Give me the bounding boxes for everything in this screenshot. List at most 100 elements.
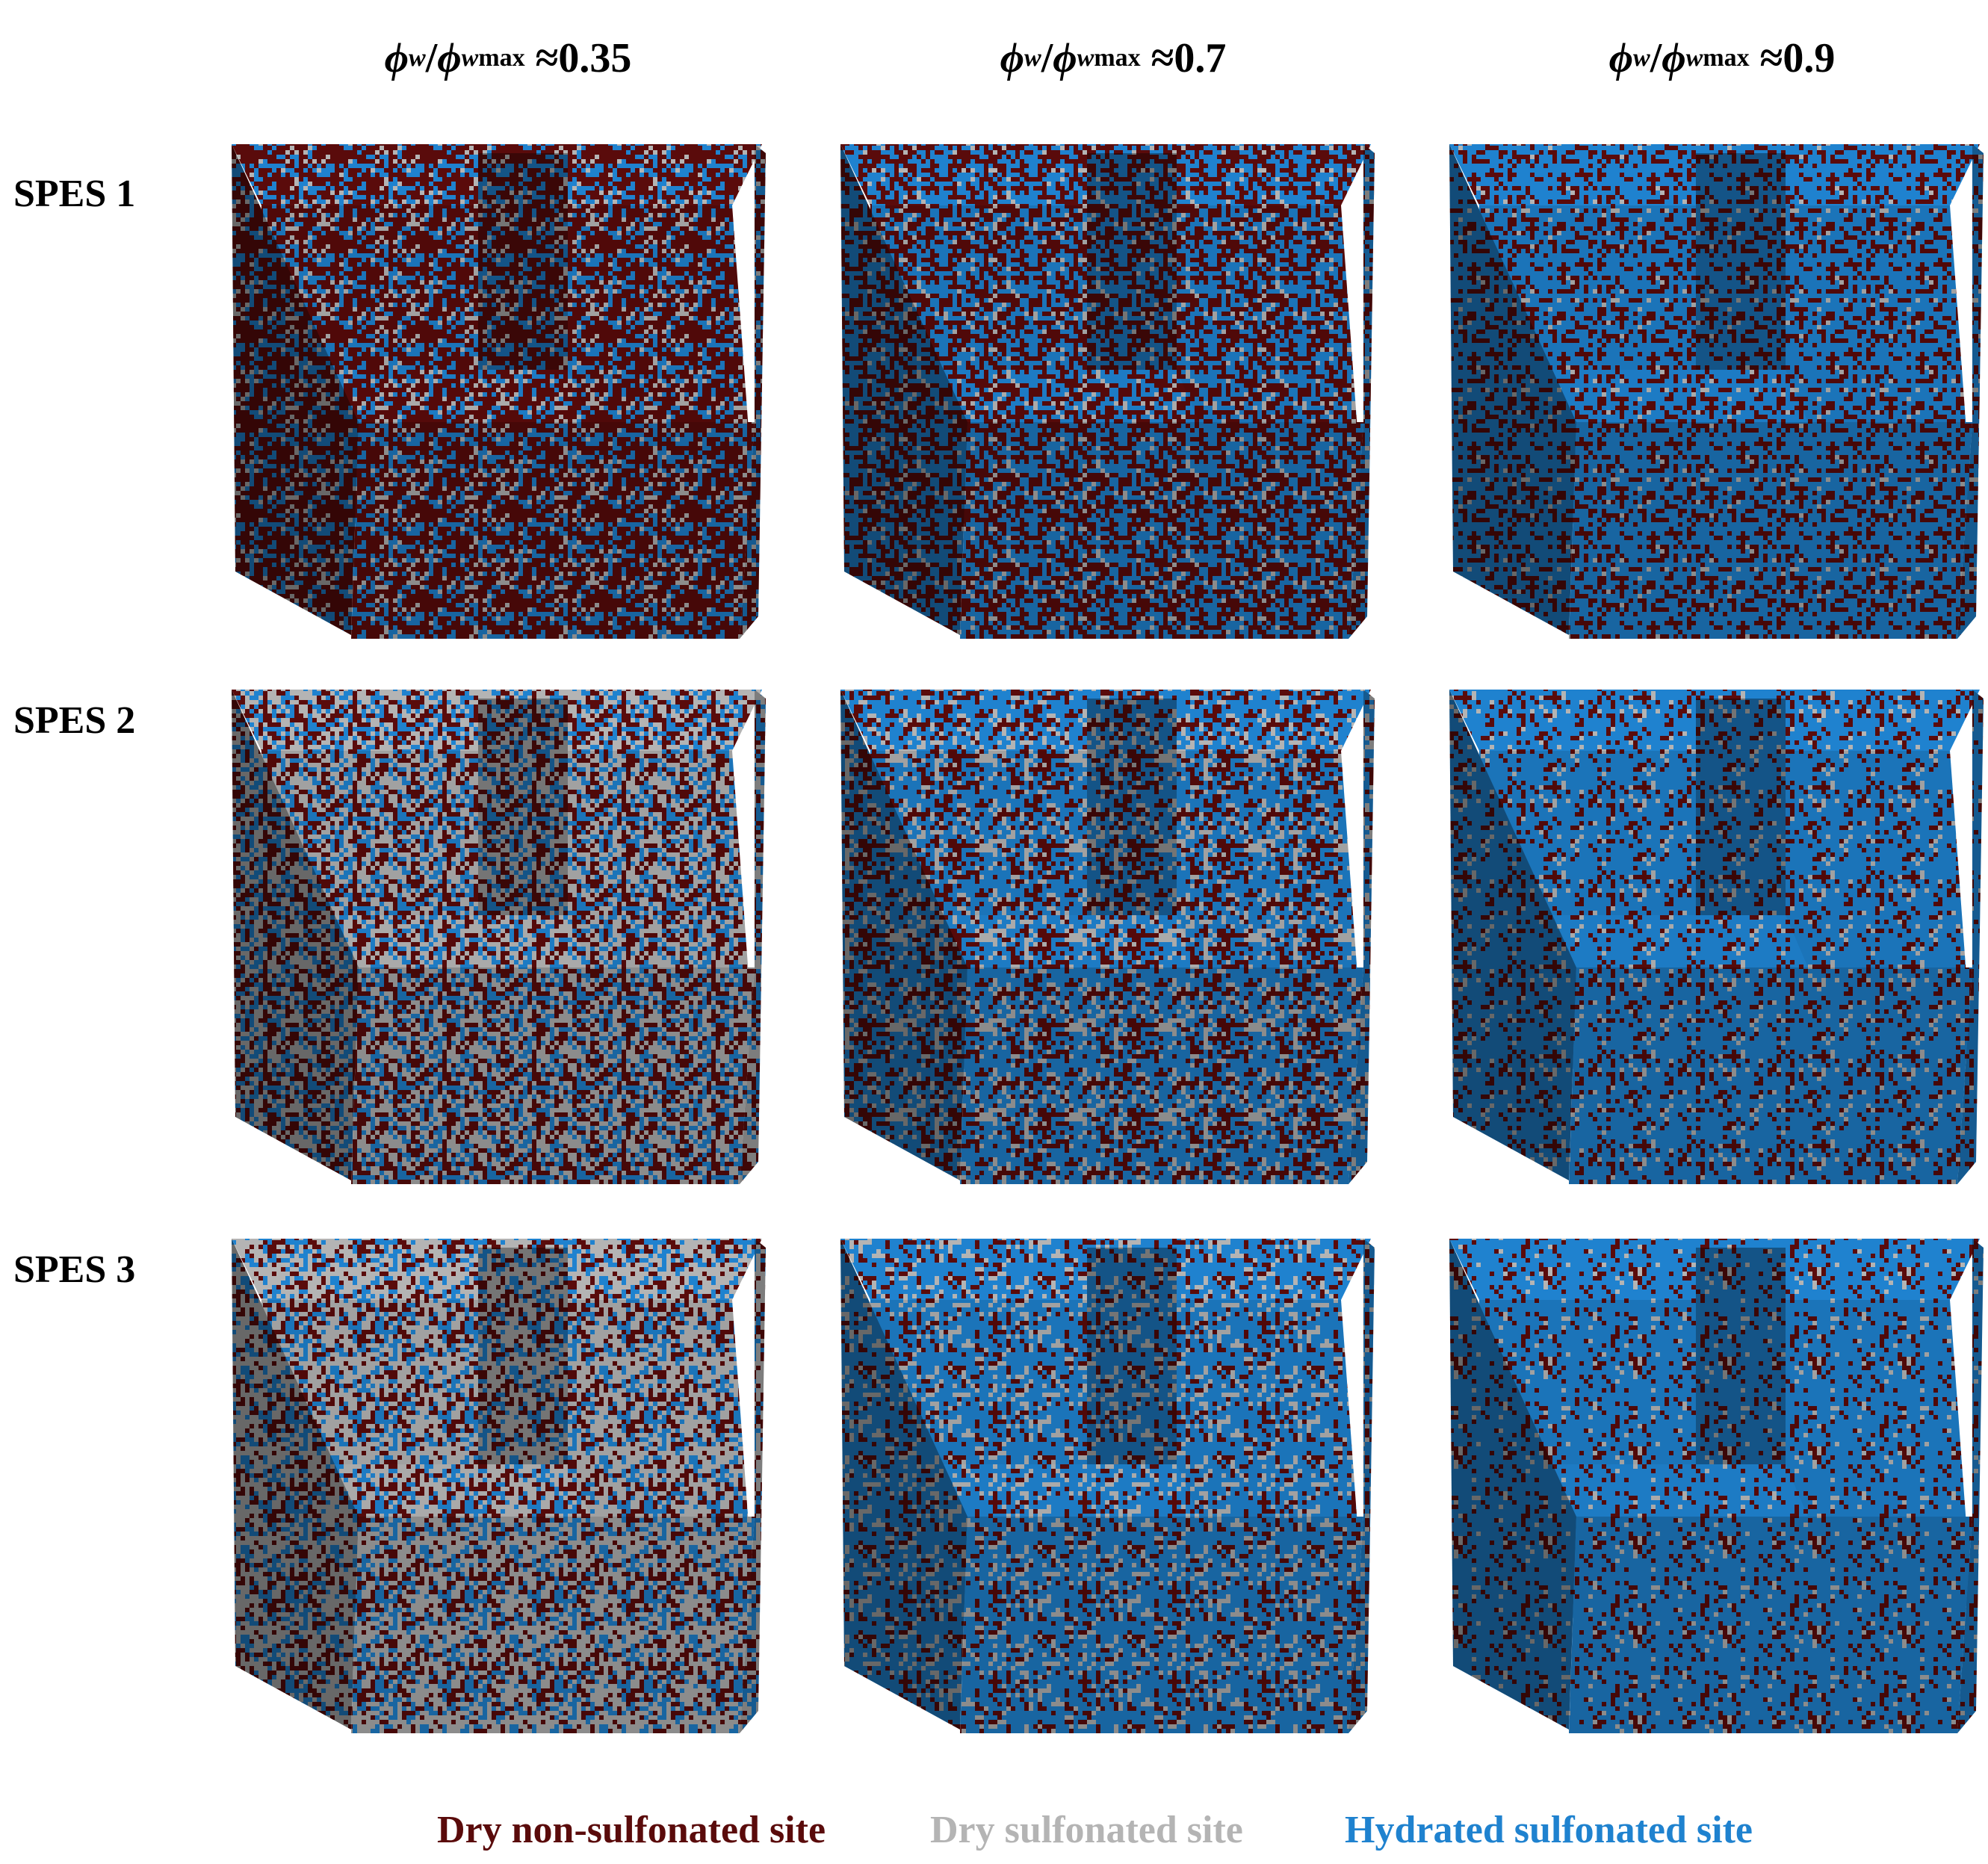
cube-face: [478, 1248, 568, 1487]
legend-item-hydrated-sulfonated: Hydrated sulfonated site: [1345, 1809, 1753, 1851]
column-value: 0.7: [1174, 35, 1227, 81]
cube-face: [840, 690, 967, 1180]
voxel-cube: [1449, 690, 1984, 1184]
slash: /: [1650, 35, 1662, 81]
cube-face: [1348, 690, 1375, 1184]
approx-prefix: ≈: [1151, 35, 1174, 81]
voxel-cube: [1449, 1239, 1984, 1733]
face-shade: [306, 1464, 590, 1517]
face-shade: [1087, 699, 1177, 938]
cube-face: [1569, 1517, 1972, 1733]
cube-face: [1524, 1464, 1808, 1517]
face-shade: [740, 690, 766, 1184]
voxel-cube-2-1: [232, 669, 770, 1184]
face-shade: [1569, 422, 1972, 639]
voxel-cube: [840, 690, 1375, 1184]
face-shade: [478, 1248, 568, 1487]
face-shade: [915, 370, 1199, 422]
face-shade: [960, 1517, 1363, 1733]
cube-face: [960, 967, 1363, 1184]
cube-face: [1957, 1239, 1984, 1733]
cube-face: [1696, 1248, 1786, 1487]
face-shade: [915, 1464, 1199, 1517]
cube-face: [1449, 690, 1576, 1180]
voxel-cube: [232, 144, 766, 639]
face-shade: [840, 144, 967, 635]
face-shade: [351, 1517, 755, 1733]
subscript: w: [1685, 44, 1703, 72]
cube-face: [1348, 144, 1375, 639]
voxel-cube: [232, 1239, 766, 1733]
cube-face: [351, 1517, 755, 1733]
face-shade: [1696, 1248, 1786, 1487]
slash: /: [425, 35, 438, 81]
cube-face: [351, 422, 755, 639]
face-shade: [232, 1239, 359, 1730]
row-label-spes3: SPES 3: [13, 1248, 136, 1291]
slash: /: [1041, 35, 1053, 81]
cube-face: [306, 370, 590, 422]
face-shade: [1524, 1464, 1808, 1517]
face-shade: [1957, 1239, 1984, 1733]
column-header-1: ϕ w / ϕ w max ≈ 0.35: [239, 21, 777, 96]
row-label-spes1: SPES 1: [13, 173, 136, 215]
cube-face: [1449, 1239, 1576, 1730]
row-label-spes2: SPES 2: [13, 699, 136, 742]
subscript: w: [1077, 44, 1094, 72]
subscript: w: [1633, 44, 1650, 72]
cube-face: [1957, 690, 1984, 1184]
phi-symbol: ϕ: [1053, 35, 1077, 81]
voxel-cube: [1449, 144, 1984, 639]
cube-face: [840, 144, 967, 635]
voxel-cube-2-3: [1449, 669, 1987, 1184]
cube-face: [915, 370, 1199, 422]
face-shade: [1957, 690, 1984, 1184]
voxel-cube-1-1: [232, 123, 770, 639]
face-shade: [960, 422, 1363, 639]
face-shade: [478, 153, 568, 392]
face-shade: [478, 699, 568, 938]
cube-face: [1696, 153, 1786, 392]
voxel-cube-3-3: [1449, 1218, 1987, 1733]
face-shade: [1087, 153, 1177, 392]
face-shade: [351, 967, 755, 1184]
voxel-cube: [840, 1239, 1375, 1733]
face-shade: [840, 1239, 967, 1730]
cube-face: [478, 153, 568, 392]
voxel-cube: [840, 144, 1375, 639]
face-shade: [1348, 1239, 1375, 1733]
subscript: w: [409, 44, 426, 72]
cube-face: [1569, 422, 1972, 639]
cube-face: [960, 422, 1363, 639]
legend-item-dry-sulfonated: Dry sulfonated site: [930, 1809, 1243, 1851]
cube-face: [1957, 144, 1984, 639]
approx-prefix: ≈: [1759, 35, 1783, 81]
legend-item-dry-non-sulfonated: Dry non-sulfonated site: [437, 1809, 826, 1851]
face-shade: [840, 690, 967, 1180]
cube-face: [740, 690, 766, 1184]
superscript: max: [1094, 44, 1141, 72]
cube-face: [1569, 967, 1972, 1184]
cube-face: [1348, 1239, 1375, 1733]
cube-face: [915, 1464, 1199, 1517]
face-shade: [1524, 370, 1808, 422]
face-shade: [1348, 690, 1375, 1184]
face-shade: [1696, 699, 1786, 938]
cube-face: [1449, 144, 1576, 635]
face-shade: [232, 144, 359, 635]
cube-face: [1087, 699, 1177, 938]
cube-face: [232, 690, 359, 1180]
face-shade: [740, 144, 766, 639]
face-shade: [1957, 144, 1984, 639]
face-shade: [1569, 1517, 1972, 1733]
column-header-2: ϕ w / ϕ w max ≈ 0.7: [844, 21, 1382, 96]
voxel-cube-2-2: [840, 669, 1378, 1184]
cube-face: [232, 1239, 359, 1730]
cube-face: [306, 915, 590, 967]
subscript: w: [1024, 44, 1041, 72]
face-shade: [960, 967, 1363, 1184]
column-value: 0.35: [558, 35, 632, 81]
face-shade: [1449, 144, 1576, 635]
face-shade: [1449, 690, 1576, 1180]
face-shade: [1087, 1248, 1177, 1487]
